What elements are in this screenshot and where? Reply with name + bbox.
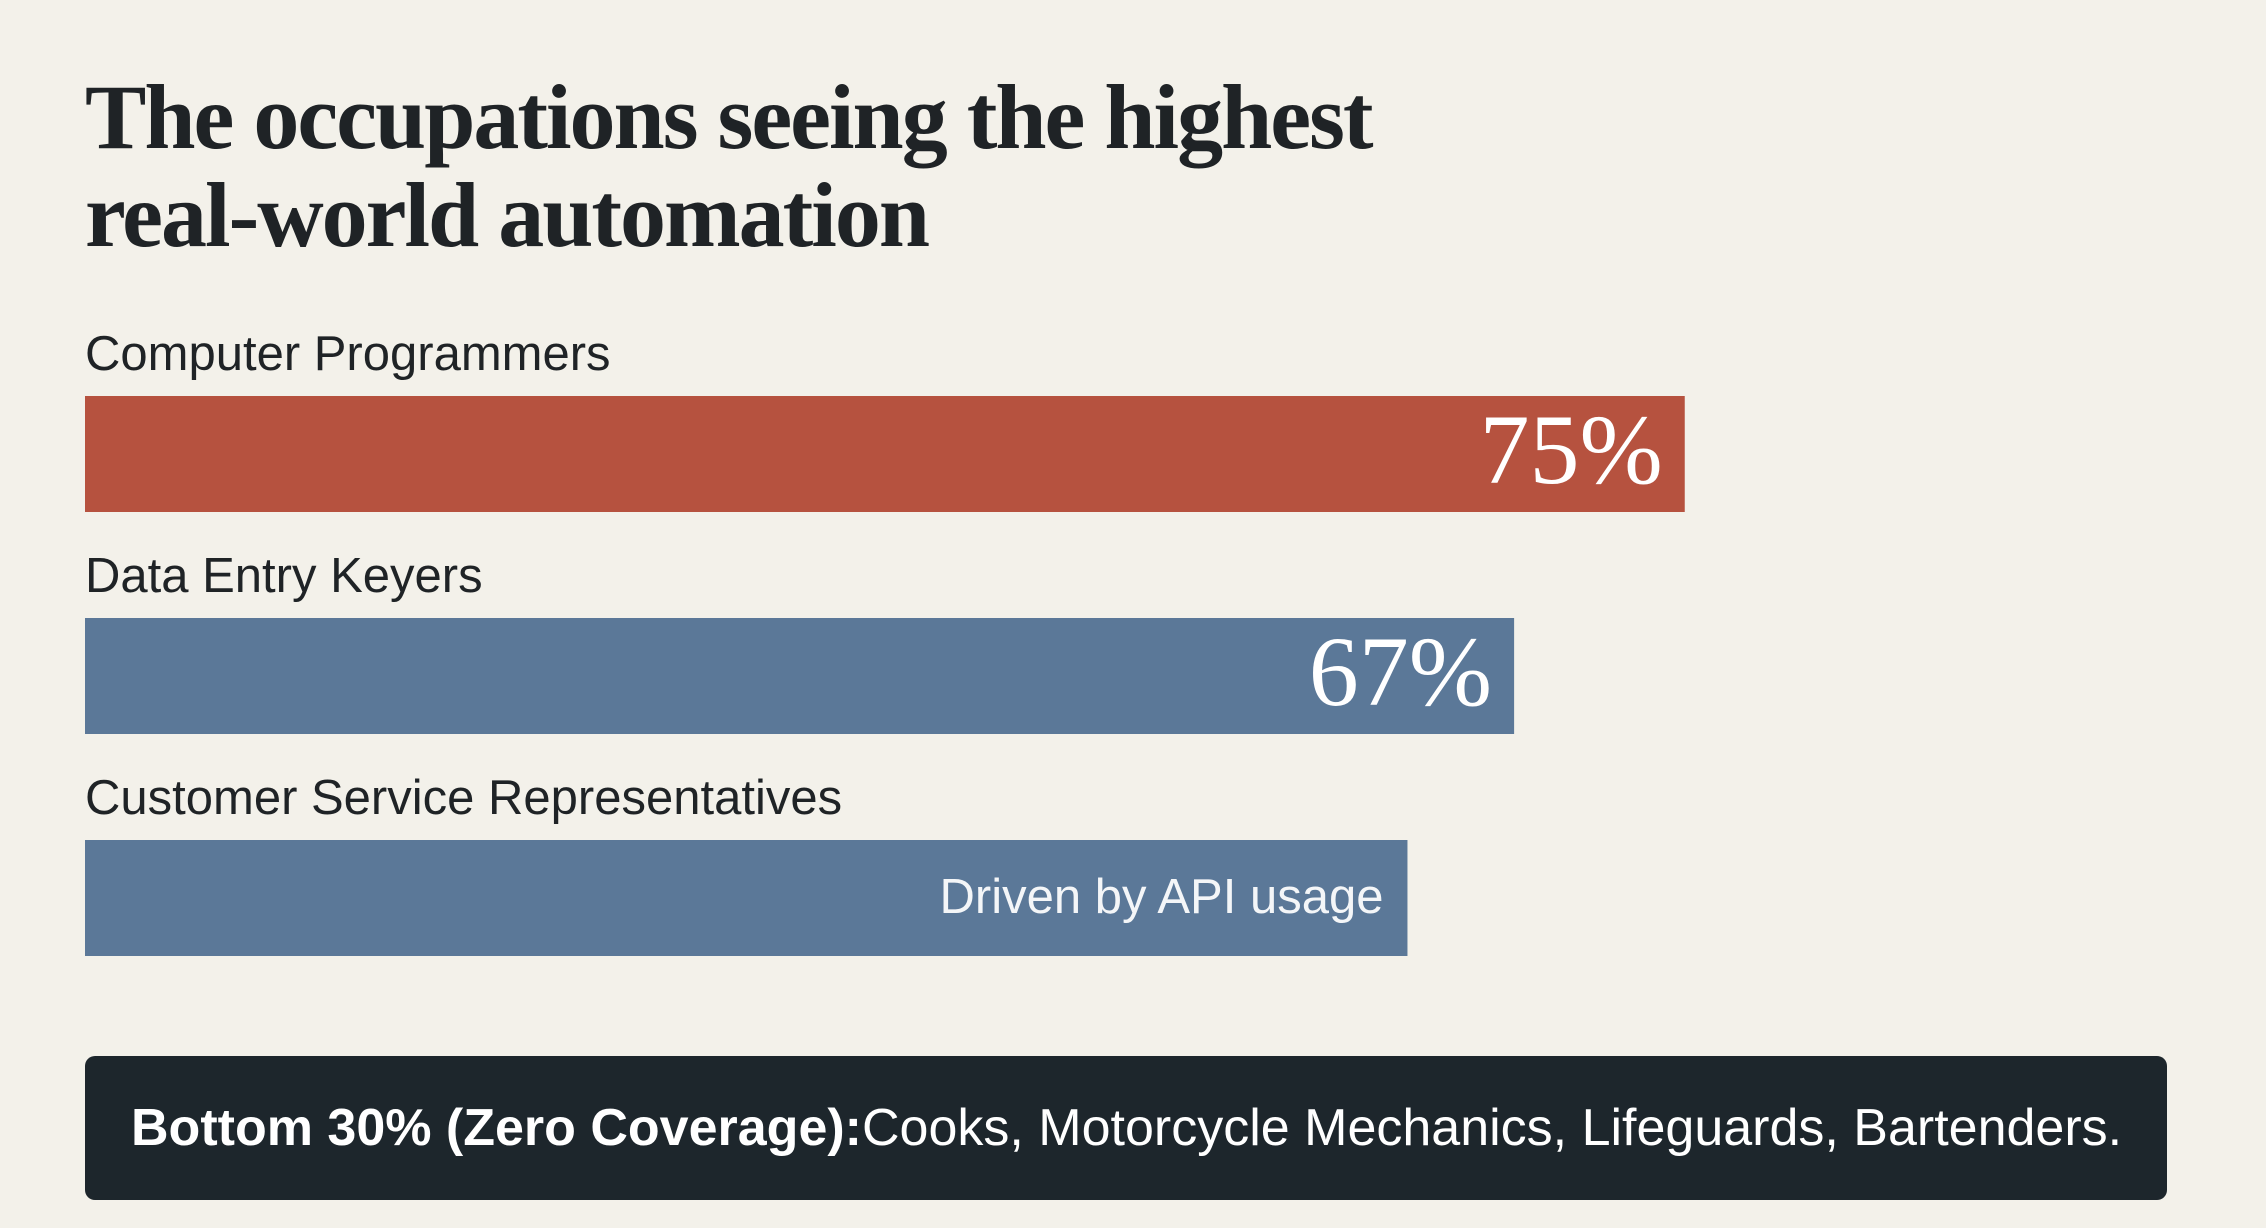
- chart-title-line-1: The occupations seeing the highest: [85, 66, 1374, 168]
- category-label-computer-programmers: Computer Programmers: [85, 327, 611, 381]
- chart-title: The occupations seeing the highest real-…: [85, 68, 1585, 264]
- bar-computer-programmers: [85, 396, 1685, 512]
- bar-note-customer-service-representatives: Driven by API usage: [939, 870, 1383, 924]
- chart-title-line-2: real-world automation: [85, 164, 930, 266]
- category-label-data-entry-keyers: Data Entry Keyers: [85, 549, 483, 603]
- bar-data-entry-keyers: [85, 618, 1515, 734]
- bottom-coverage-banner: Bottom 30% (Zero Coverage): Cooks, Motor…: [85, 1056, 2167, 1200]
- category-label-customer-service-representatives: Customer Service Representatives: [85, 771, 842, 825]
- bar-customer-service-representatives: [85, 840, 1408, 956]
- bottom-coverage-occupations: Cooks, Motorcycle Mechanics, Lifeguards,…: [862, 1099, 2123, 1157]
- value-label-computer-programmers: 75%: [1479, 394, 1662, 505]
- bottom-coverage-label: Bottom 30% (Zero Coverage):: [131, 1099, 862, 1157]
- value-label-data-entry-keyers: 67%: [1309, 616, 1492, 727]
